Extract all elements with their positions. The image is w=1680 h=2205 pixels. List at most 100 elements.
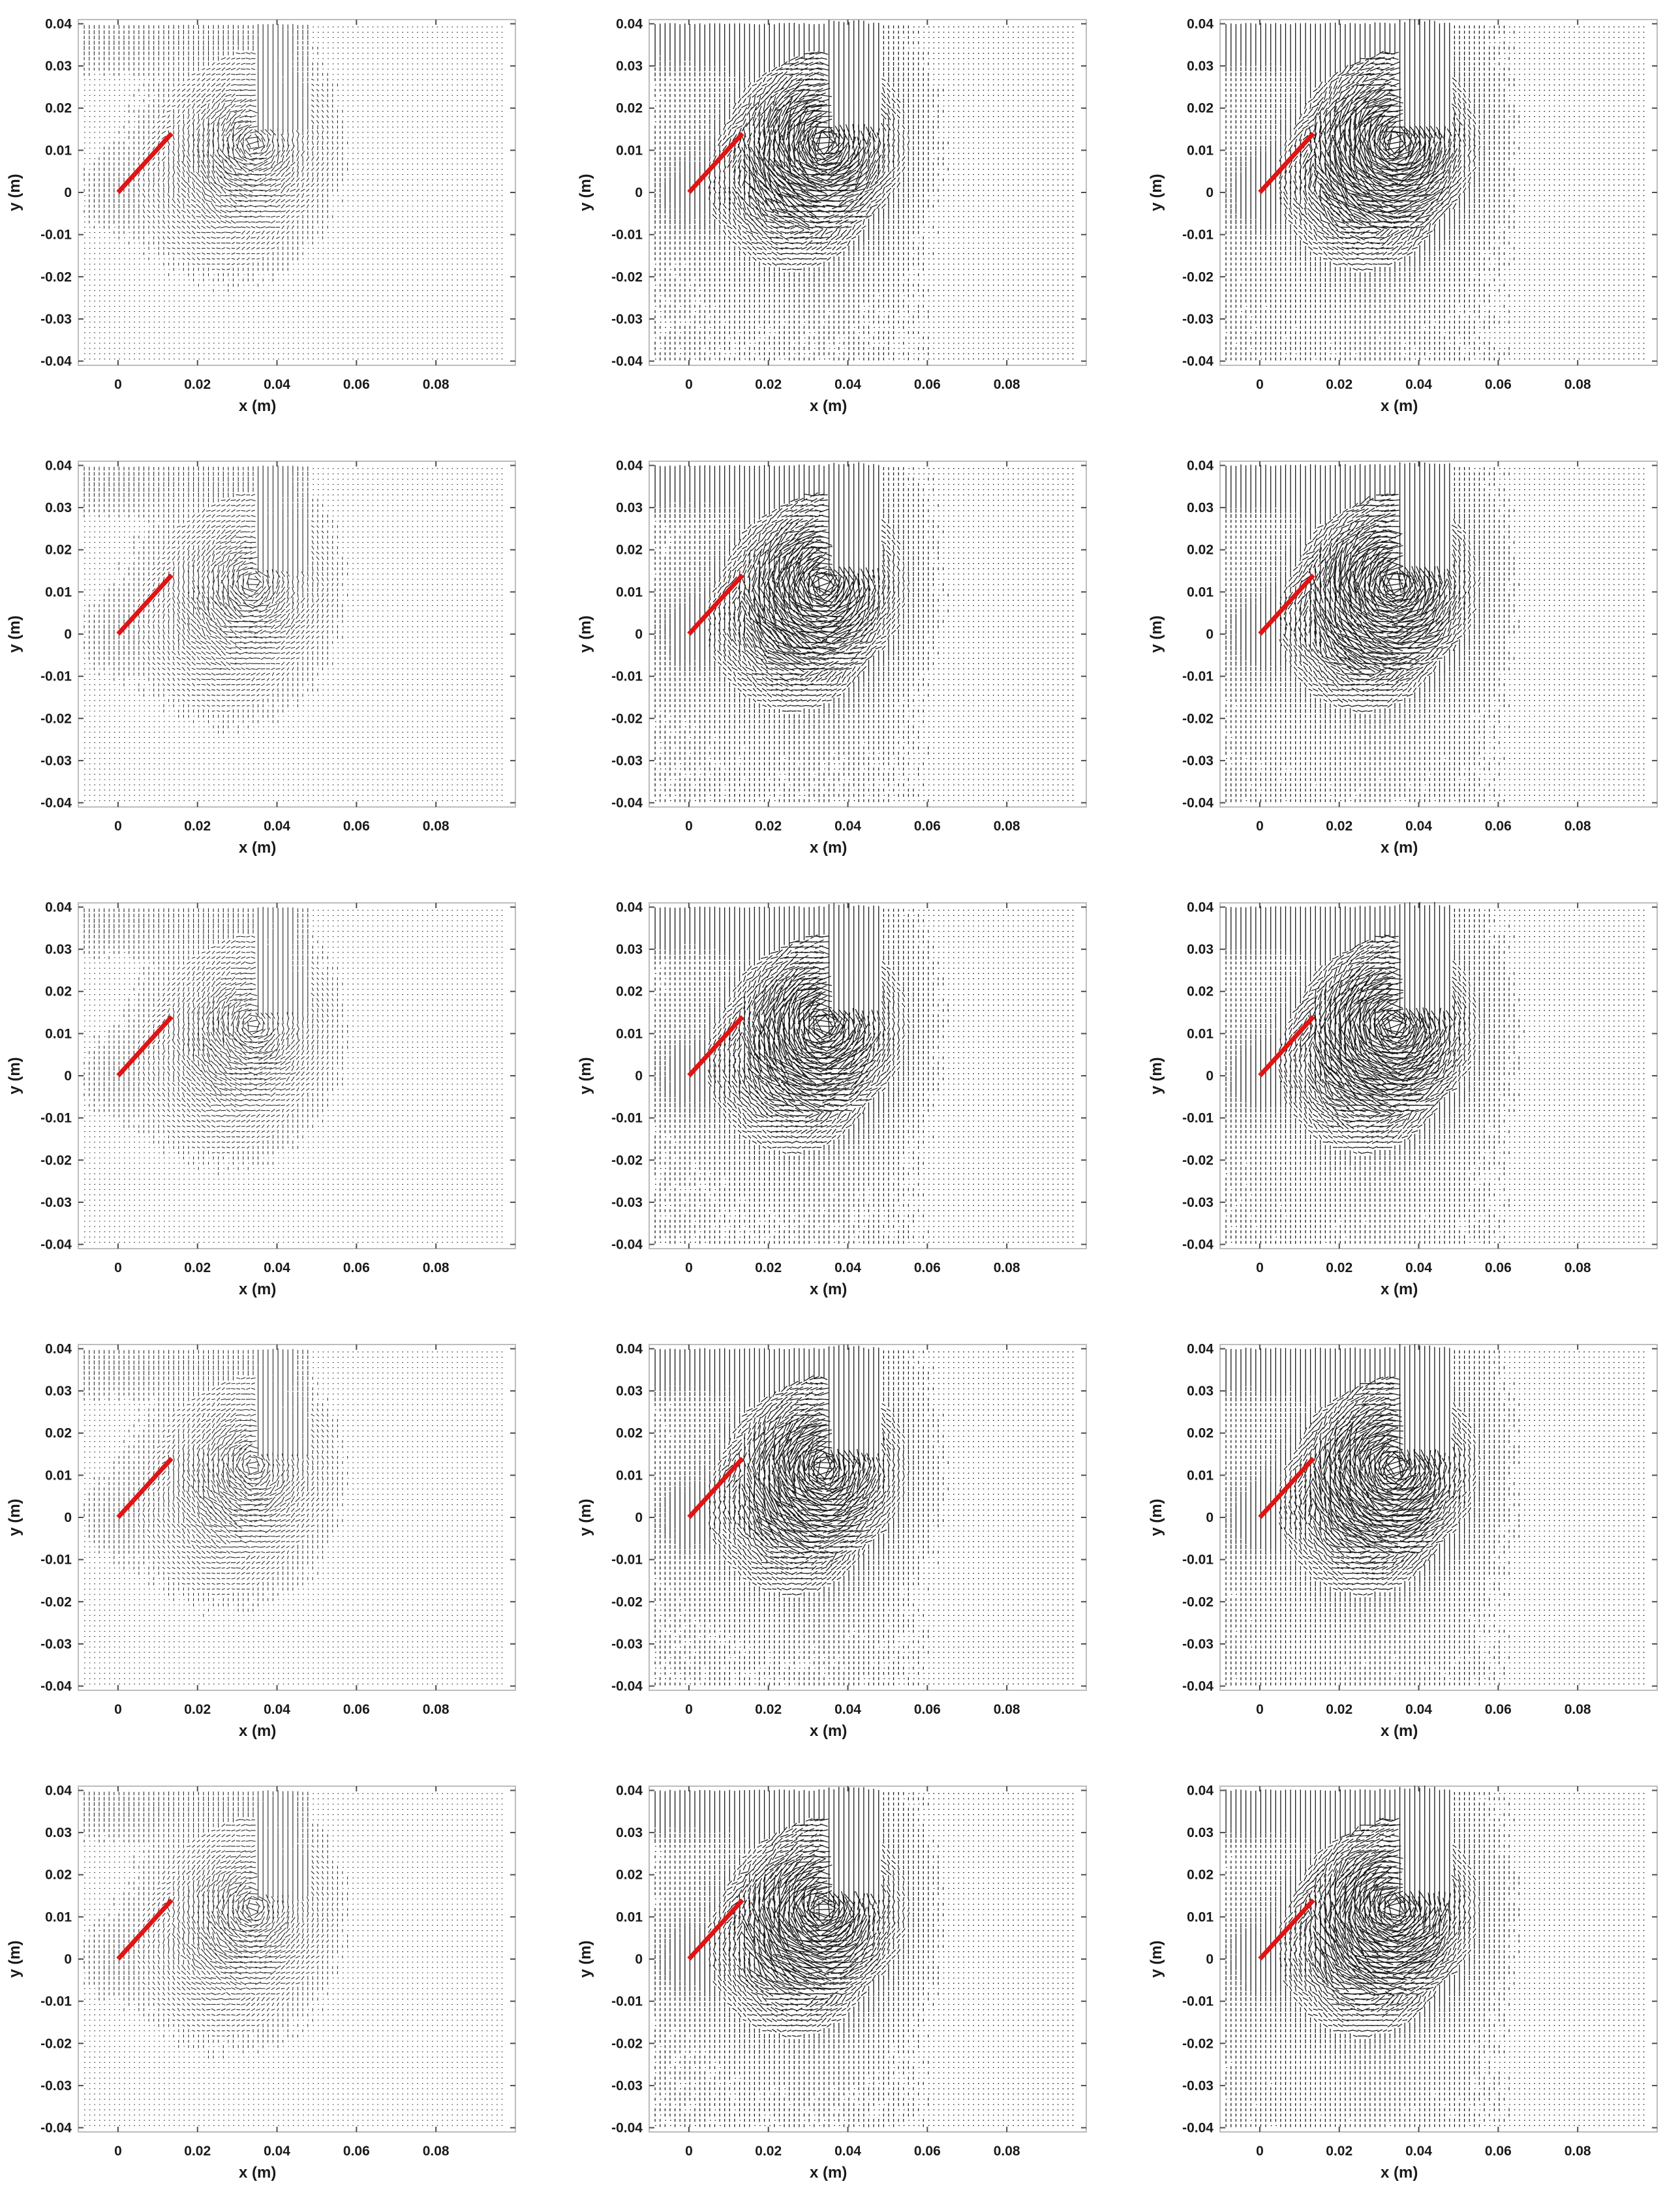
panel-r2-c2: 0 0.02 0.04 0.06 0.08 -0.04 -0.03 -0.02 -0.01 0 0.… <box>577 458 1087 857</box>
x-tick-label: 0.06 <box>1485 2144 1512 2159</box>
x-tick-label: 0.06 <box>914 2144 941 2159</box>
y-tick-label: -0.01 <box>611 1553 643 1568</box>
y-tick-label: -0.04 <box>40 796 72 811</box>
vector-field <box>654 462 1074 802</box>
y-tick-label: 0.02 <box>1187 984 1214 999</box>
velocity-vectors <box>1225 18 1645 361</box>
plot-frame <box>649 1344 1087 1691</box>
y-tick-label: -0.04 <box>611 2121 643 2136</box>
x-tick-label: 0.04 <box>1405 819 1432 834</box>
x-tick-label: 0.02 <box>1326 819 1352 834</box>
x-tick-label: 0.04 <box>834 1260 861 1275</box>
y-tick-label: 0 <box>635 1510 643 1525</box>
vector-field <box>84 465 503 801</box>
y-tick-label: 0.01 <box>45 1468 72 1483</box>
x-axis-label: x (m) <box>239 397 276 415</box>
y-tick-label: 0.04 <box>616 1783 643 1798</box>
x-axis-label: x (m) <box>1381 2164 1418 2182</box>
x-tick-label: 0.06 <box>343 1260 370 1275</box>
y-tick-label: 0 <box>64 1069 72 1084</box>
y-tick-label: -0.04 <box>40 1679 72 1694</box>
x-tick-label: 0 <box>1256 377 1264 392</box>
x-tick-label: 0.04 <box>834 1702 861 1717</box>
y-tick-label: 0.02 <box>45 101 72 116</box>
y-tick-label: -0.01 <box>611 1111 643 1126</box>
plot-frame <box>78 19 516 366</box>
y-tick-label: 0.04 <box>45 1341 72 1356</box>
plot-frame <box>1219 461 1658 808</box>
x-tick-label: 0.04 <box>1405 1260 1432 1275</box>
y-tick-label: 0.03 <box>45 942 72 957</box>
velocity-vectors <box>654 1787 1074 2127</box>
y-tick-label: 0.02 <box>616 101 643 116</box>
y-axis-label: y (m) <box>1148 615 1165 652</box>
y-axis-label: y (m) <box>6 1498 23 1536</box>
x-tick-label: 0.06 <box>914 377 941 392</box>
x-tick-label: 0.02 <box>755 819 782 834</box>
velocity-vectors <box>1225 902 1645 1244</box>
y-tick-label: 0.02 <box>616 984 643 999</box>
vector-field <box>1225 18 1645 361</box>
y-tick-label: 0.03 <box>1187 942 1214 957</box>
y-tick-label: 0.04 <box>1187 16 1214 31</box>
y-tick-label: -0.01 <box>1182 1553 1214 1568</box>
panel-r3-c1: 0 0.02 0.04 0.06 0.08 -0.04 -0.03 -0.02 -0.01 0 0.… <box>6 900 516 1298</box>
x-tick-label: 0 <box>114 2144 122 2159</box>
y-tick-label: 0.04 <box>45 458 72 473</box>
x-tick-label: 0.06 <box>914 1702 941 1717</box>
x-tick-label: 0.02 <box>755 1260 782 1275</box>
y-tick-label: -0.01 <box>40 228 72 243</box>
y-tick-label: 0 <box>635 627 643 642</box>
y-axis-label: y (m) <box>1148 174 1165 211</box>
y-tick-label: -0.04 <box>40 2121 72 2136</box>
x-tick-label: 0.02 <box>755 377 782 392</box>
y-tick-label: 0.03 <box>616 500 643 515</box>
y-tick-label: -0.03 <box>40 753 72 768</box>
y-tick-label: -0.04 <box>40 1238 72 1253</box>
x-tick-label: 0.04 <box>834 819 861 834</box>
panel-r5-c2: 0 0.02 0.04 0.06 0.08 -0.04 -0.03 -0.02 -0.01 0 0.… <box>577 1783 1087 2182</box>
velocity-vectors <box>654 903 1074 1244</box>
y-axis-label: y (m) <box>6 1940 23 1977</box>
y-tick-label: -0.02 <box>611 1153 643 1168</box>
plot-frame <box>1219 1344 1658 1691</box>
x-tick-label: 0.06 <box>1485 377 1512 392</box>
panel-r3-c3: 0 0.02 0.04 0.06 0.08 -0.04 -0.03 -0.02 -0.01 0 0.… <box>1148 900 1658 1298</box>
y-tick-label: -0.01 <box>1182 1994 1214 2009</box>
y-tick-label: -0.01 <box>40 669 72 684</box>
x-tick-label: 0 <box>1256 1260 1264 1275</box>
y-tick-label: 0 <box>635 185 643 200</box>
x-tick-label: 0.02 <box>755 1702 782 1717</box>
x-tick-label: 0.08 <box>423 2144 450 2159</box>
y-tick-label: 0.04 <box>616 458 643 473</box>
plot-frame <box>649 461 1087 808</box>
plot-frame <box>78 1786 516 2133</box>
y-tick-label: -0.04 <box>1182 2121 1214 2136</box>
y-tick-label: 0.03 <box>1187 1384 1214 1399</box>
y-tick-label: -0.03 <box>1182 1637 1214 1652</box>
x-tick-label: 0.02 <box>184 2144 211 2159</box>
panel-r1-c1: 0 0.02 0.04 0.06 0.08 -0.04 -0.03 -0.02 -0.01 0 0.… <box>6 16 516 415</box>
y-tick-label: -0.01 <box>40 1994 72 2009</box>
flat-plate-line <box>1258 573 1315 636</box>
x-tick-label: 0.04 <box>1405 1702 1432 1717</box>
vector-field <box>84 1790 503 2126</box>
y-tick-label: 0.03 <box>45 1825 72 1840</box>
x-tick-label: 0.08 <box>423 1702 450 1717</box>
y-tick-label: -0.02 <box>40 1153 72 1168</box>
y-axis-label: y (m) <box>1148 1057 1165 1094</box>
y-tick-label: 0.03 <box>45 500 72 515</box>
x-tick-label: 0.06 <box>343 2144 370 2159</box>
y-tick-label: -0.01 <box>1182 1111 1214 1126</box>
y-tick-label: -0.03 <box>611 1195 643 1210</box>
vector-field <box>1225 1786 1645 2127</box>
vector-field <box>654 903 1074 1244</box>
flat-plate-line <box>116 1457 174 1519</box>
y-tick-label: -0.02 <box>611 2036 643 2051</box>
x-tick-label: 0.08 <box>994 1702 1020 1717</box>
velocity-vectors <box>84 23 503 359</box>
y-tick-label: 0 <box>635 1952 643 1967</box>
y-tick-label: 0 <box>64 185 72 200</box>
x-tick-label: 0.08 <box>994 377 1020 392</box>
plot-frame <box>649 1786 1087 2133</box>
